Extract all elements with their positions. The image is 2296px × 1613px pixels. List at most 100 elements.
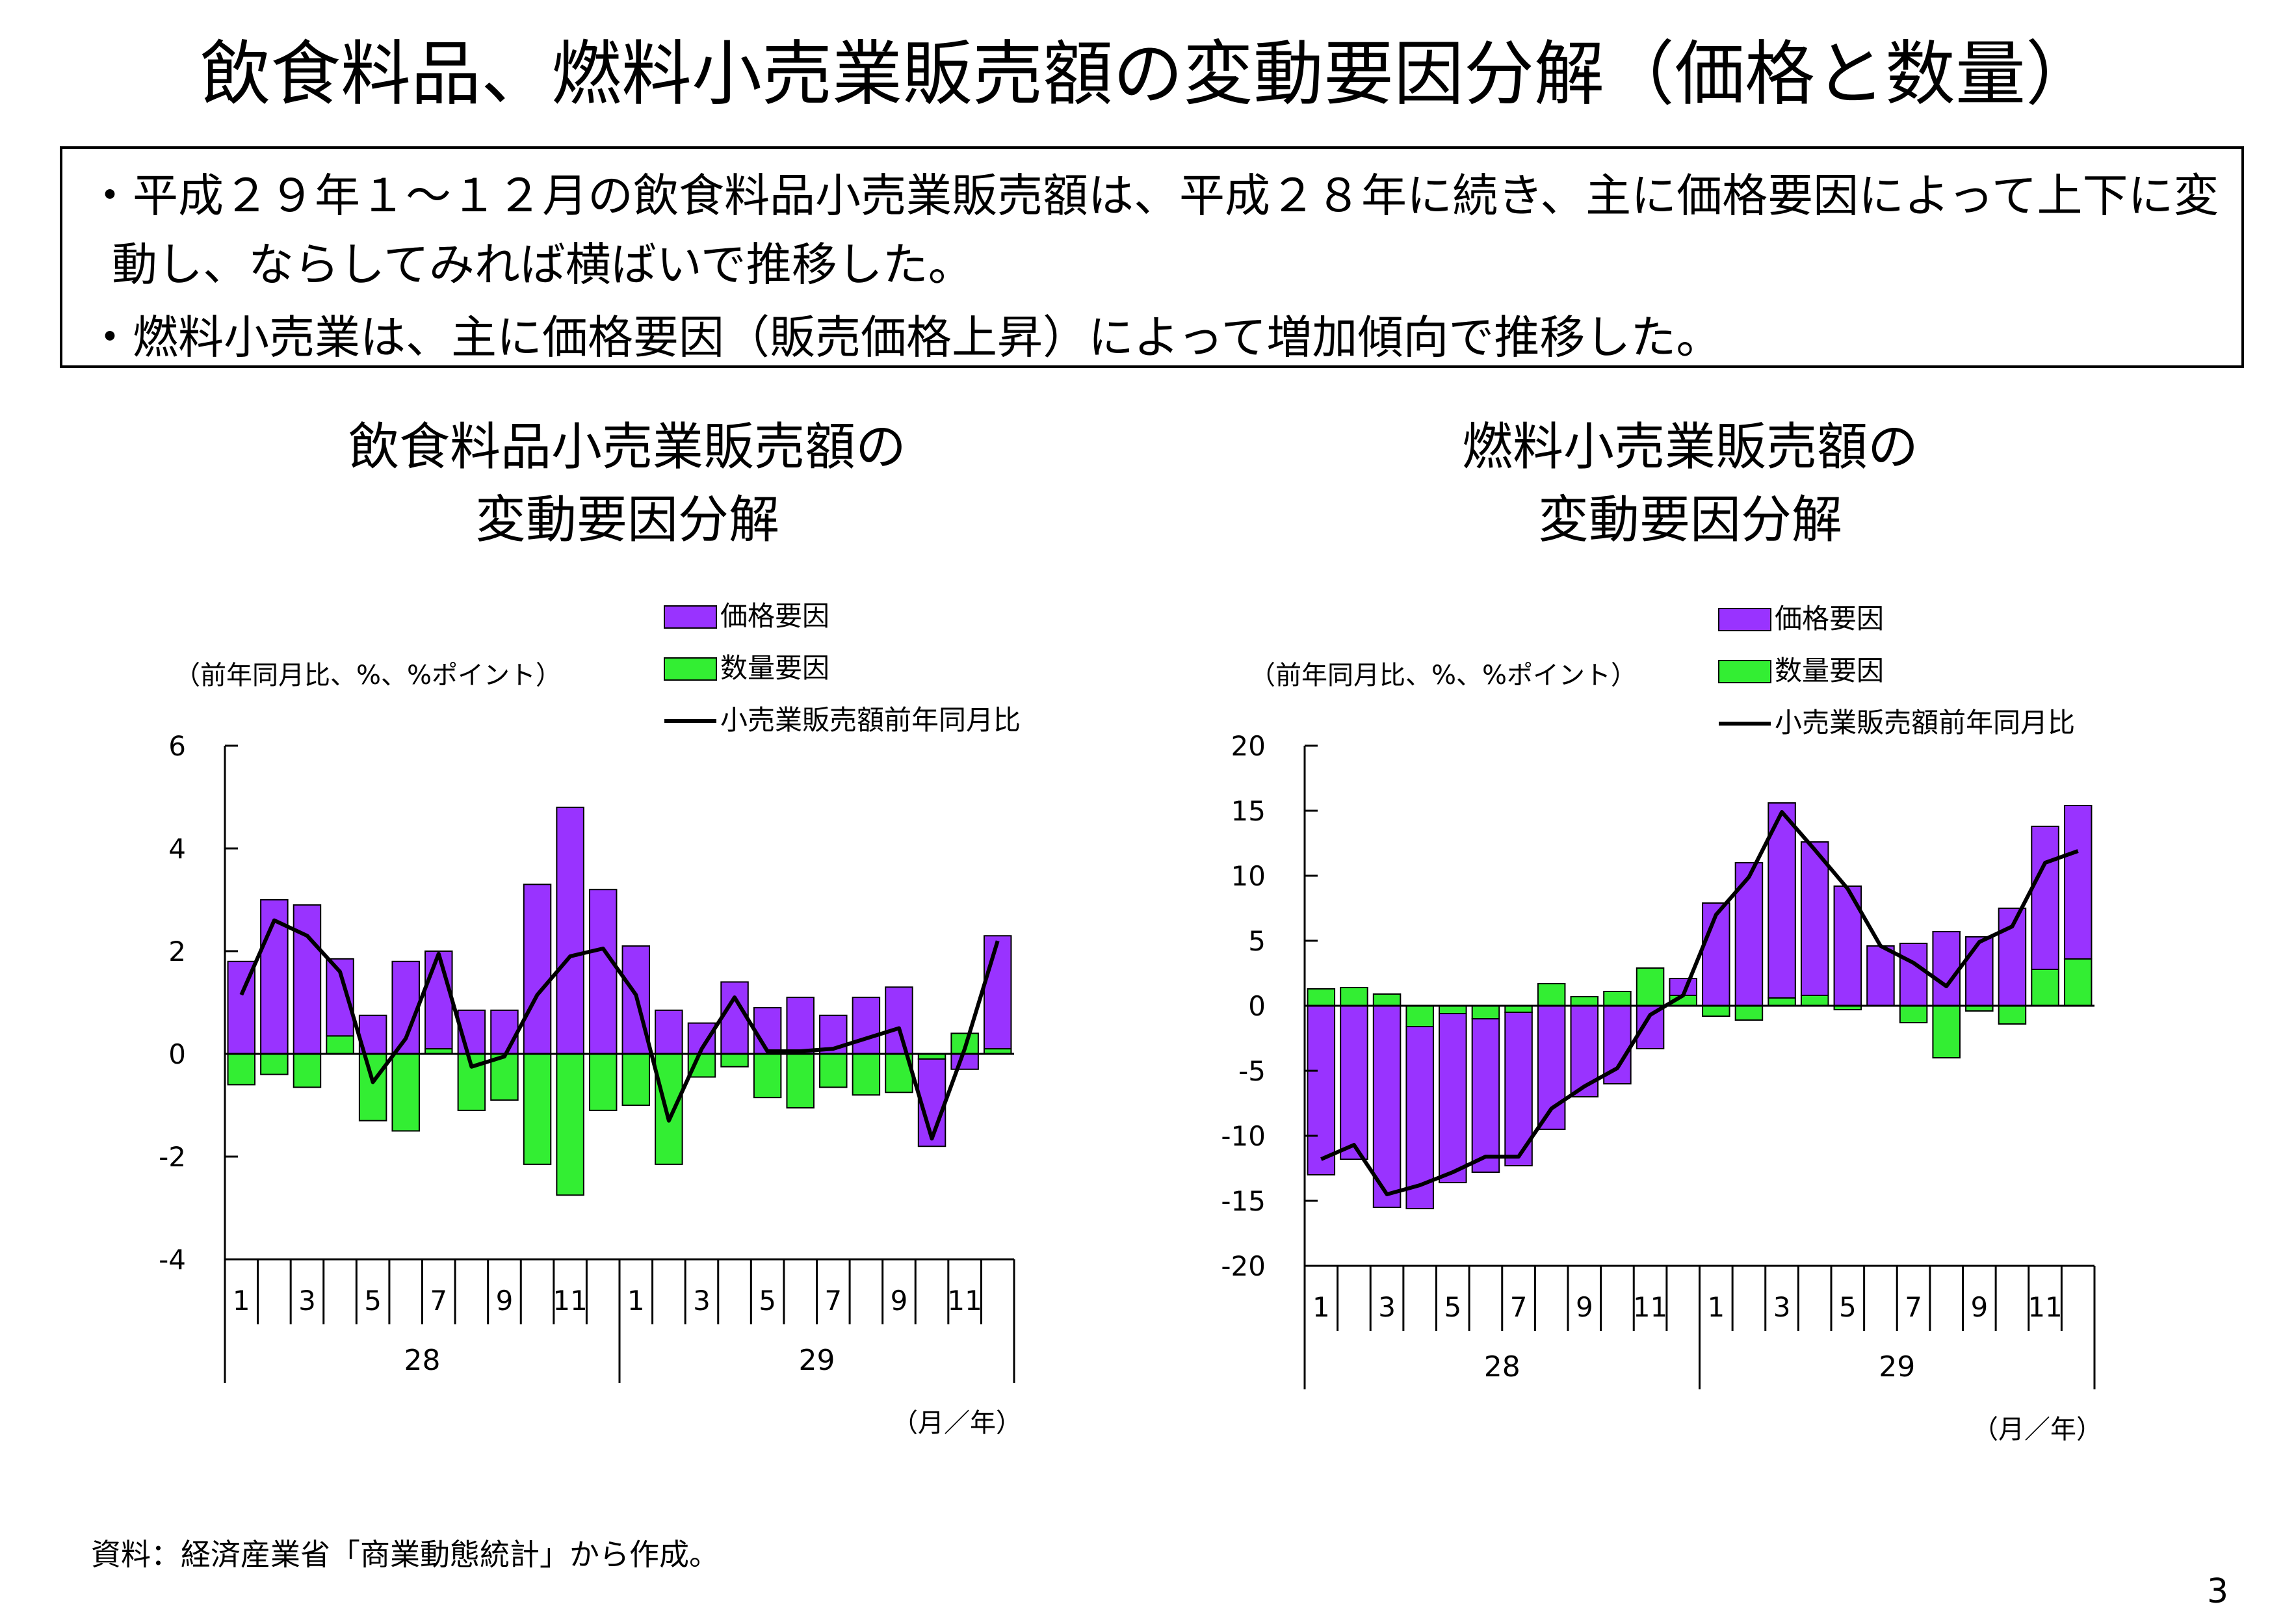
food-legend-line-label: 小売業販売額前年同月比 <box>720 704 1021 736</box>
food-bar-price-20 <box>852 997 881 1055</box>
fuel-bar-price-4 <box>1405 1026 1434 1209</box>
fuel-bar-quantity-1 <box>1307 988 1336 1006</box>
fuel-bar-quantity-13 <box>1702 1005 1730 1017</box>
fuel-month-label-8: 3 <box>1773 1291 1791 1323</box>
fuel-bar-price-2 <box>1340 1005 1368 1160</box>
food-bar-quantity-17 <box>753 1053 782 1099</box>
fuel-bar-price-14 <box>1734 862 1764 1006</box>
fuel-month-label-6: 11 <box>1633 1291 1667 1323</box>
food-bar-price-16 <box>720 981 749 1055</box>
fuel-year-label-28: 28 <box>1484 1350 1520 1384</box>
food-bar-price-9 <box>490 1009 519 1055</box>
food-bar-price-14 <box>655 1009 683 1055</box>
fuel-month-label-9: 5 <box>1839 1291 1857 1323</box>
food-month-label-1: 1 <box>233 1285 250 1317</box>
food-bar-quantity-10 <box>523 1053 552 1165</box>
fuel-bar-quantity-9 <box>1570 996 1599 1006</box>
fuel-bar-quantity-8 <box>1537 983 1566 1006</box>
fuel-month-label-7: 1 <box>1707 1291 1725 1323</box>
food-legend-quantity-label: 数量要因 <box>720 652 829 684</box>
fuel-year-label-29: 29 <box>1879 1350 1915 1384</box>
food-month-label-4: 7 <box>430 1285 447 1317</box>
fuel-month-label-4: 7 <box>1510 1291 1528 1323</box>
food-bar-price-12 <box>588 889 618 1055</box>
summary-box: ・平成２９年１～１２月の飲食料品小売業販売額は、平成２８年に続き、主に価格要因に… <box>60 146 2244 368</box>
fuel-bar-quantity-16 <box>1800 995 1829 1006</box>
fuel-legend-price-swatch <box>1718 608 1771 631</box>
fuel-month-label-1: 1 <box>1312 1291 1330 1323</box>
food-legend-price-swatch <box>664 605 717 629</box>
fuel-bar-quantity-6 <box>1471 1005 1500 1019</box>
fuel-y-tick-label--20: -20 <box>1221 1250 1266 1282</box>
fuel-month-label-2: 3 <box>1378 1291 1396 1323</box>
fuel-bar-quantity-20 <box>1932 1005 1961 1058</box>
fuel-legend-quantity-swatch <box>1718 660 1771 683</box>
fuel-bar-quantity-14 <box>1734 1005 1764 1021</box>
fuel-legend-price-label: 価格要因 <box>1775 603 1884 635</box>
summary-bullet-fuel: ・燃料小売業は、主に価格要因（販売価格上昇）によって増加傾向で推移した。 <box>87 311 1722 364</box>
fuel-month-label-3: 5 <box>1444 1291 1461 1323</box>
page-number: 3 <box>2207 1572 2229 1611</box>
food-bar-price-11 <box>556 806 584 1055</box>
food-bar-quantity-19 <box>819 1053 848 1088</box>
fuel-bar-quantity-22 <box>1998 1005 2027 1025</box>
source-note: 資料：経済産業省「商業動態統計」から作成。 <box>91 1537 719 1572</box>
fuel-bar-price-13 <box>1702 902 1730 1006</box>
fuel-bar-quantity-3 <box>1372 993 1402 1006</box>
fuel-chart-title-line2: 変動要因分解 <box>1537 491 1842 549</box>
food-legend-quantity-swatch <box>664 657 717 681</box>
fuel-month-label-12: 11 <box>2028 1291 2062 1323</box>
fuel-legend-line-label: 小売業販売額前年同月比 <box>1775 707 2075 739</box>
fuel-bar-quantity-23 <box>2031 969 2059 1006</box>
food-bar-price-17 <box>753 1006 782 1055</box>
fuel-bar-quantity-4 <box>1405 1005 1434 1027</box>
food-bar-quantity-1 <box>227 1053 256 1086</box>
fuel-y-tick-label-20: 20 <box>1231 730 1266 762</box>
food-bar-price-7 <box>424 951 453 1050</box>
food-y-tick-label-2: 2 <box>168 936 186 967</box>
fuel-y-tick-label-15: 15 <box>1231 795 1266 827</box>
fuel-bar-price-15 <box>1768 802 1796 999</box>
fuel-x-unit-label: （月／年） <box>1972 1415 2102 1445</box>
fuel-y-tick-label--5: -5 <box>1238 1055 1266 1087</box>
food-y-tick-label-0: 0 <box>168 1038 186 1070</box>
food-y-tick-label-6: 6 <box>168 730 186 762</box>
fuel-bar-price-21 <box>1965 936 1994 1006</box>
food-month-label-6: 11 <box>553 1285 587 1317</box>
fuel-bar-quantity-11 <box>1636 967 1665 1006</box>
food-month-label-10: 7 <box>824 1285 842 1317</box>
fuel-month-label-5: 9 <box>1576 1291 1593 1323</box>
food-total-line <box>239 918 1000 1141</box>
food-bar-quantity-12 <box>588 1053 618 1111</box>
food-bar-quantity-2 <box>260 1053 289 1075</box>
summary-bullet-food-line1: ・平成２９年１～１２月の飲食料品小売業販売額は、平成２８年に続き、主に価格要因に… <box>87 169 2219 222</box>
fuel-y-tick-label-10: 10 <box>1231 860 1266 892</box>
fuel-bar-price-3 <box>1372 1005 1402 1208</box>
fuel-bar-quantity-24 <box>2063 958 2093 1006</box>
food-month-label-11: 9 <box>891 1285 908 1317</box>
food-bar-quantity-16 <box>720 1053 749 1068</box>
fuel-bar-quantity-2 <box>1340 987 1368 1006</box>
summary-bullet-food-line2: 動し、ならしてみれば横ばいで推移した。 <box>112 238 974 291</box>
food-y-tick-label-4: 4 <box>168 833 186 865</box>
food-year-label-29: 29 <box>799 1344 835 1377</box>
food-bar-quantity-18 <box>786 1053 815 1108</box>
food-bar-quantity-9 <box>490 1053 519 1101</box>
food-bar-price-21 <box>885 986 913 1055</box>
food-bar-quantity-3 <box>293 1053 322 1088</box>
food-unit-label: （前年同月比、%、%ポイント） <box>174 661 562 690</box>
food-chart-title-line1: 飲食料品小売業販売額の <box>348 418 906 477</box>
food-bar-price-24 <box>983 935 1012 1050</box>
food-month-label-3: 5 <box>364 1285 382 1317</box>
food-bar-quantity-20 <box>852 1053 881 1096</box>
fuel-y-tick-label--10: -10 <box>1221 1120 1266 1152</box>
fuel-y-tick-label-0: 0 <box>1248 990 1266 1022</box>
fuel-month-label-11: 9 <box>1970 1291 1988 1323</box>
food-month-label-12: 11 <box>947 1285 982 1317</box>
fuel-bar-price-5 <box>1439 1013 1467 1183</box>
food-bar-price-3 <box>293 904 322 1055</box>
food-bar-price-23 <box>950 1053 979 1070</box>
fuel-bar-quantity-5 <box>1439 1005 1467 1014</box>
food-bar-price-10 <box>523 884 552 1055</box>
fuel-bar-price-18 <box>1866 945 1895 1006</box>
